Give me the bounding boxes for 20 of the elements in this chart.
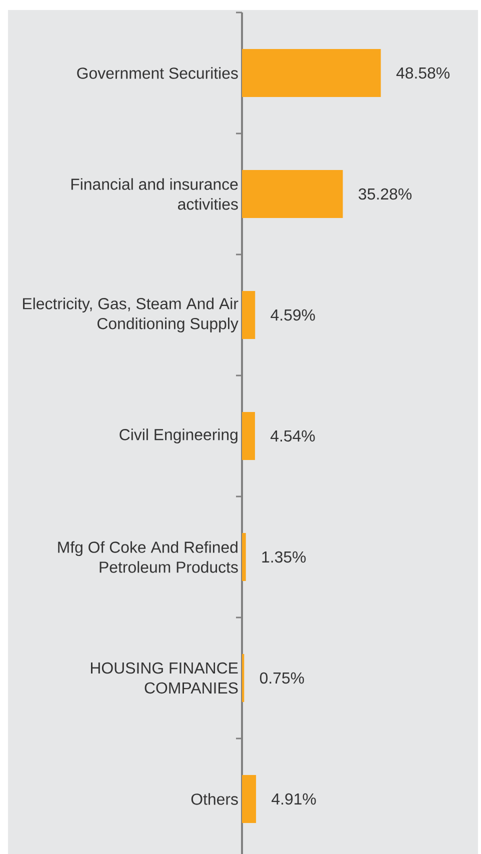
data-label: 4.54% xyxy=(270,430,315,442)
y-tick-label: HOUSING FINANCE COMPANIES xyxy=(91,662,238,694)
y-tick-label: Financial and insurance activities xyxy=(71,178,238,210)
y-tick-label: Government Securities xyxy=(77,67,238,79)
bar xyxy=(242,170,343,218)
bar xyxy=(242,775,256,823)
y-tick-label: Mfg Of Coke And Refined Petroleum Products xyxy=(58,541,238,573)
data-label: 4.91% xyxy=(272,793,316,805)
data-label: 4.59% xyxy=(270,309,315,321)
bar xyxy=(242,412,255,460)
y-tick-label: Civil Engineering xyxy=(120,428,238,444)
data-label: 48.58% xyxy=(396,67,450,79)
data-label: 35.28% xyxy=(358,188,412,200)
data-label: 0.75% xyxy=(260,672,304,684)
bar xyxy=(242,291,256,339)
bar xyxy=(242,533,246,581)
y-tick-label: Others xyxy=(191,793,238,805)
data-label: 1.35% xyxy=(262,551,306,563)
bar xyxy=(242,49,381,97)
y-tick-label: Electricity, Gas, Steam And Air Conditioning Supply xyxy=(23,298,238,332)
